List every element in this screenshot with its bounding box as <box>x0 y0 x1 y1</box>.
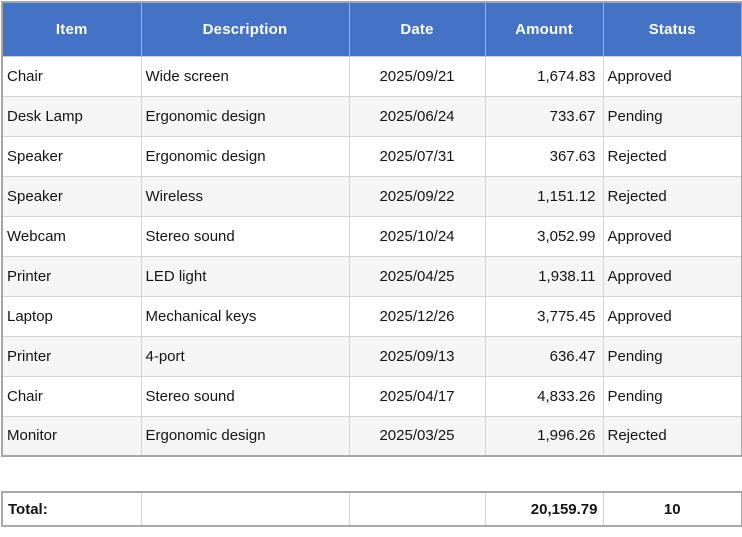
cell-status[interactable]: Rejected <box>602 135 742 177</box>
cell-amount[interactable]: 367.63 <box>484 135 604 177</box>
column-header-amount[interactable]: Amount <box>484 2 604 57</box>
totals-empty-cell-date[interactable] <box>348 491 486 527</box>
cell-status[interactable]: Approved <box>602 295 742 337</box>
cell-status[interactable]: Rejected <box>602 415 742 457</box>
totals-empty-cell-description[interactable] <box>140 491 350 527</box>
cell-description[interactable]: Ergonomic design <box>140 415 350 457</box>
cell-date[interactable]: 2025/09/21 <box>348 55 486 97</box>
column-header-date[interactable]: Date <box>348 2 486 57</box>
cell-item[interactable]: Speaker <box>1 135 142 177</box>
totals-label-cell[interactable]: Total: <box>1 491 142 527</box>
cell-status[interactable]: Approved <box>602 255 742 297</box>
cell-date[interactable]: 2025/03/25 <box>348 415 486 457</box>
cell-status[interactable]: Pending <box>602 375 742 417</box>
table-row: Printer LED light 2025/04/25 1,938.11 Approv… <box>1 255 742 297</box>
cell-status[interactable]: Pending <box>602 95 742 137</box>
table-row: Speaker Ergonomic design 2025/07/31 367.63 R… <box>1 135 742 177</box>
cell-status[interactable]: Approved <box>602 55 742 97</box>
cell-item[interactable]: Laptop <box>1 295 142 337</box>
cell-status[interactable]: Approved <box>602 215 742 257</box>
cell-description[interactable]: LED light <box>140 255 350 297</box>
table-row: Chair Wide screen 2025/09/21 1,674.83 Approv… <box>1 55 742 97</box>
totals-row: Total: 20,159.79 10 <box>1 491 742 527</box>
table-header-row: Item Description Date Amount Status <box>1 2 742 57</box>
cell-amount[interactable]: 1,938.11 <box>484 255 604 297</box>
cell-amount[interactable]: 3,052.99 <box>484 215 604 257</box>
cell-date[interactable]: 2025/12/26 <box>348 295 486 337</box>
totals-table: Total: 20,159.79 10 <box>1 491 742 527</box>
cell-amount[interactable]: 1,674.83 <box>484 55 604 97</box>
cell-date[interactable]: 2025/09/13 <box>348 335 486 377</box>
data-table: Item Description Date Amount Status Chai… <box>1 1 742 457</box>
column-header-status[interactable]: Status <box>602 2 742 57</box>
totals-count-cell[interactable]: 10 <box>602 491 742 527</box>
cell-item[interactable]: Chair <box>1 375 142 417</box>
cell-description[interactable]: Wireless <box>140 175 350 217</box>
cell-description[interactable]: Stereo sound <box>140 375 350 417</box>
cell-description[interactable]: Ergonomic design <box>140 135 350 177</box>
cell-amount[interactable]: 636.47 <box>484 335 604 377</box>
table-row: Monitor Ergonomic design 2025/03/25 1,996.2… <box>1 415 742 457</box>
cell-description[interactable]: Ergonomic design <box>140 95 350 137</box>
cell-description[interactable]: Stereo sound <box>140 215 350 257</box>
table-row: Laptop Mechanical keys 2025/12/26 3,775.45 A… <box>1 295 742 337</box>
cell-item[interactable]: Speaker <box>1 175 142 217</box>
cell-item[interactable]: Webcam <box>1 215 142 257</box>
cell-amount[interactable]: 3,775.45 <box>484 295 604 337</box>
cell-amount[interactable]: 733.67 <box>484 95 604 137</box>
cell-item[interactable]: Desk Lamp <box>1 95 142 137</box>
cell-item[interactable]: Printer <box>1 335 142 377</box>
table-body: Chair Wide screen 2025/09/21 1,674.83 Approv… <box>1 55 742 457</box>
cell-item[interactable]: Printer <box>1 255 142 297</box>
column-header-description[interactable]: Description <box>140 2 350 57</box>
cell-description[interactable]: Mechanical keys <box>140 295 350 337</box>
cell-date[interactable]: 2025/06/24 <box>348 95 486 137</box>
cell-amount[interactable]: 4,833.26 <box>484 375 604 417</box>
cell-description[interactable]: 4-port <box>140 335 350 377</box>
cell-status[interactable]: Rejected <box>602 175 742 217</box>
cell-date[interactable]: 2025/04/25 <box>348 255 486 297</box>
table-row: Webcam Stereo sound 2025/10/24 3,052.99 Appr… <box>1 215 742 257</box>
cell-amount[interactable]: 1,996.26 <box>484 415 604 457</box>
table-row: Printer 4-port 2025/09/13 636.47 Pending <box>1 335 742 377</box>
table-row: Desk Lamp Ergonomic design 2025/06/24 733.6… <box>1 95 742 137</box>
totals-amount-cell[interactable]: 20,159.79 <box>484 491 604 527</box>
cell-date[interactable]: 2025/04/17 <box>348 375 486 417</box>
table-row: Chair Stereo sound 2025/04/17 4,833.26 Pendi… <box>1 375 742 417</box>
cell-description[interactable]: Wide screen <box>140 55 350 97</box>
cell-item[interactable]: Monitor <box>1 415 142 457</box>
cell-date[interactable]: 2025/10/24 <box>348 215 486 257</box>
cell-status[interactable]: Pending <box>602 335 742 377</box>
cell-amount[interactable]: 1,151.12 <box>484 175 604 217</box>
cell-date[interactable]: 2025/09/22 <box>348 175 486 217</box>
column-header-item[interactable]: Item <box>1 2 142 57</box>
cell-item[interactable]: Chair <box>1 55 142 97</box>
cell-date[interactable]: 2025/07/31 <box>348 135 486 177</box>
table-row: Speaker Wireless 2025/09/22 1,151.12 Rejecte… <box>1 175 742 217</box>
